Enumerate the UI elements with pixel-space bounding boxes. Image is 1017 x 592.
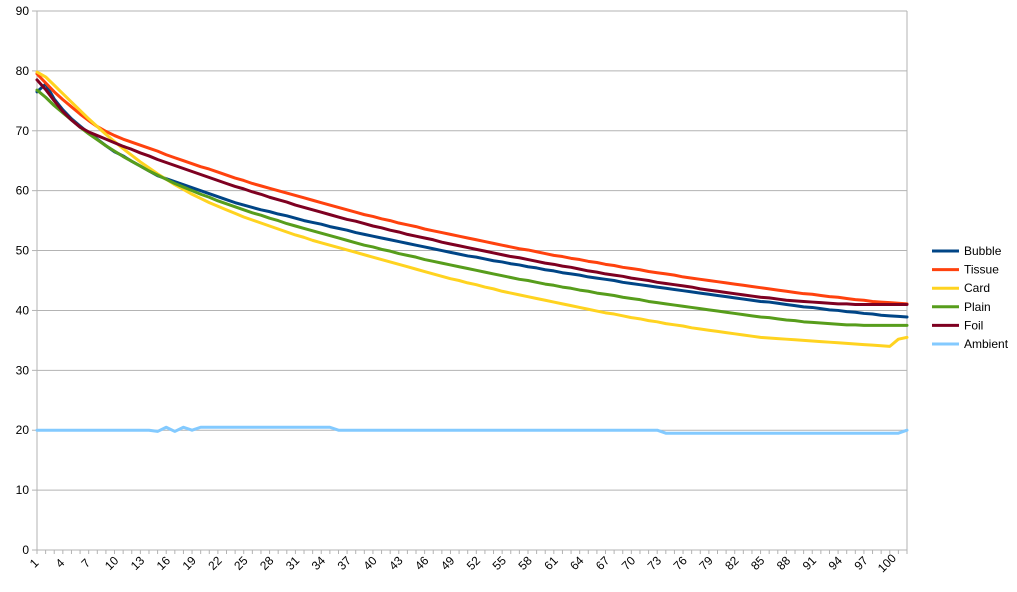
x-tick-label: 1	[27, 556, 42, 571]
legend-label-tissue: Tissue	[964, 263, 999, 277]
x-tick-label: 22	[205, 553, 225, 573]
x-tick-label: 55	[490, 553, 510, 573]
grid-lines	[37, 10, 907, 551]
x-tick-label: 64	[567, 553, 587, 573]
legend-label-foil: Foil	[964, 318, 983, 332]
x-tick-label: 82	[722, 553, 742, 573]
y-axis-ticks: 0 10 20 30 40 50 60 70 80 90	[16, 4, 37, 557]
series-line-card	[35, 70, 909, 348]
series-line-foil	[35, 78, 909, 306]
y-tick-label: 40	[16, 303, 30, 317]
x-tick-label: 40	[360, 553, 380, 573]
x-tick-label: 94	[826, 553, 846, 573]
x-tick-label: 34	[309, 553, 329, 573]
x-tick-label: 52	[464, 553, 484, 573]
x-tick-label: 88	[774, 553, 794, 573]
y-tick-label: 50	[16, 244, 30, 258]
x-tick-label: 73	[645, 553, 665, 573]
x-tick-label: 58	[515, 553, 535, 573]
series-line-plain	[35, 88, 909, 327]
x-tick-label: 13	[128, 553, 148, 573]
y-tick-label: 80	[16, 64, 30, 78]
x-tick-label: 46	[412, 553, 432, 573]
x-tick-label: 7	[79, 556, 94, 571]
x-tick-label: 4	[53, 556, 68, 571]
x-tick-label: 28	[257, 553, 277, 573]
y-tick-label: 70	[16, 124, 30, 138]
y-tick-label: 30	[16, 363, 30, 377]
x-tick-label: 16	[154, 553, 174, 573]
x-axis-ticks: 1 4 7 10 13 16 19 22 25 28 31 34 37 40 43 46 49 52 55 58 61 6…	[27, 550, 908, 575]
legend-label-card: Card	[964, 281, 990, 295]
x-tick-label: 70	[619, 553, 639, 573]
legend-label-bubble: Bubble	[964, 244, 1002, 258]
x-tick-label: 79	[696, 553, 716, 573]
x-tick-label: 67	[593, 553, 613, 573]
x-tick-label: 19	[180, 553, 200, 573]
series-line-tissue	[35, 72, 909, 306]
y-tick-label: 90	[16, 4, 30, 18]
x-tick-label: 49	[438, 553, 458, 573]
x-tick-label: 43	[386, 553, 406, 573]
y-tick-label: 60	[16, 184, 30, 198]
x-tick-label: 25	[231, 553, 251, 573]
x-tick-label: 100	[875, 551, 899, 575]
legend-label-ambient: Ambient	[964, 337, 1009, 351]
y-tick-label: 0	[22, 543, 29, 557]
x-tick-label: 91	[800, 553, 820, 573]
x-tick-label: 31	[283, 553, 303, 573]
x-tick-label: 76	[671, 553, 691, 573]
series-lines	[35, 70, 909, 435]
y-tick-label: 10	[16, 483, 30, 497]
legend: Bubble Tissue Card Plain Foil Ambient	[932, 244, 1009, 351]
x-tick-label: 10	[102, 553, 122, 573]
y-tick-label: 20	[16, 423, 30, 437]
x-tick-label: 61	[541, 553, 561, 573]
series-line-bubble	[35, 82, 909, 319]
x-tick-label: 85	[748, 553, 768, 573]
legend-label-plain: Plain	[964, 300, 991, 314]
x-tick-label: 37	[335, 553, 355, 573]
axes	[36, 11, 908, 551]
x-tick-label: 97	[851, 553, 871, 573]
series-line-ambient	[35, 425, 909, 435]
